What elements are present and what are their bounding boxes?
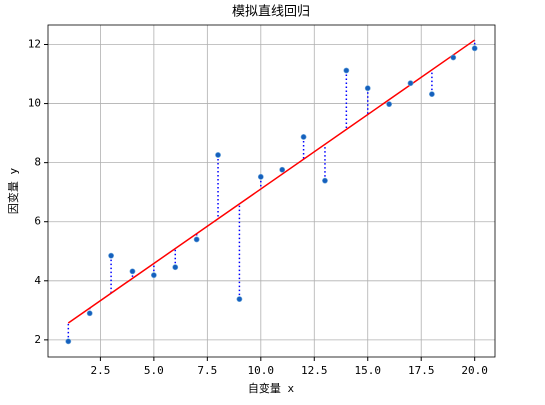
data-point xyxy=(407,80,414,87)
plot-frame xyxy=(47,24,496,358)
x-tick-label: 20.0 xyxy=(461,364,488,377)
data-point xyxy=(236,296,243,303)
x-tick-label: 7.5 xyxy=(197,364,217,377)
y-tick-label: 6 xyxy=(34,215,41,228)
data-point xyxy=(279,166,286,173)
data-point xyxy=(150,272,157,279)
data-point xyxy=(300,134,307,140)
data-point xyxy=(172,264,179,271)
data-point xyxy=(322,177,328,184)
x-tick-label: 2.5 xyxy=(90,364,110,377)
data-point xyxy=(257,173,264,180)
y-tick-label: 8 xyxy=(34,156,41,169)
data-point xyxy=(343,67,350,74)
data-point xyxy=(364,85,371,92)
fit-line xyxy=(67,39,476,324)
data-point xyxy=(86,310,93,317)
x-tick-label: 15.0 xyxy=(354,364,381,377)
y-tick-label: 10 xyxy=(28,97,41,110)
x-tick-label: 10.0 xyxy=(248,364,275,377)
y-tick-label: 12 xyxy=(28,37,41,50)
data-point xyxy=(471,45,478,52)
data-point xyxy=(65,338,72,345)
data-point xyxy=(429,91,435,98)
x-tick-label: 17.5 xyxy=(408,364,435,377)
data-point xyxy=(193,236,200,243)
data-point xyxy=(450,54,457,61)
y-tick-label: 4 xyxy=(34,274,41,287)
data-point xyxy=(215,152,221,158)
x-axis-label: 自变量 x xyxy=(248,381,295,395)
data-point xyxy=(386,101,393,108)
y-axis-label: 因变量 y xyxy=(6,168,20,215)
data-point xyxy=(129,268,136,275)
x-tick-label: 12.5 xyxy=(301,364,328,377)
data-point xyxy=(108,252,114,259)
y-tick-label: 2 xyxy=(34,333,41,346)
chart-title: 模拟直线回归 xyxy=(232,5,310,20)
x-tick-label: 5.0 xyxy=(144,364,164,377)
